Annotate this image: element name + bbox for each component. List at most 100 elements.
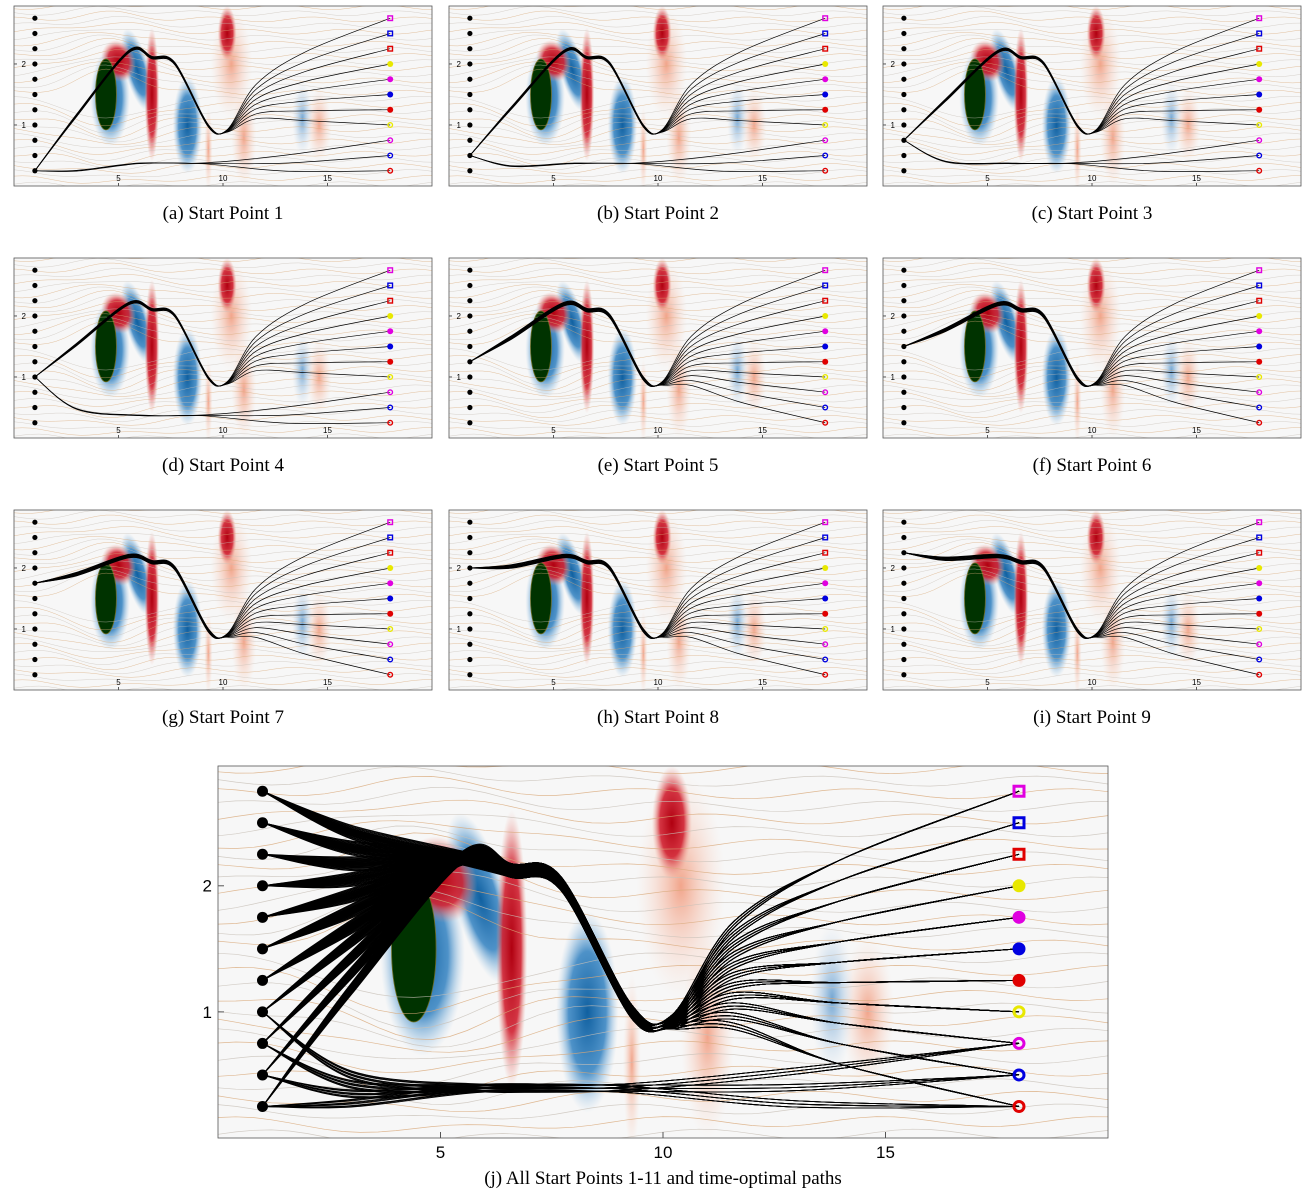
start-point [32,328,38,334]
target-marker [1256,91,1263,98]
streamline [883,281,1301,293]
target-marker [387,656,394,663]
streamline [883,542,1301,563]
obstacle [95,310,117,383]
optimal-path [262,1011,1020,1093]
target-marker [1256,328,1263,335]
streamline [883,600,1301,623]
start-point [901,672,907,678]
streamline [449,150,867,166]
streamline [883,102,1301,127]
x-tick-label: 10 [654,1143,673,1162]
streamline [14,16,432,29]
streamline [14,144,432,161]
start-point [32,76,38,82]
obstacle [530,562,552,635]
target-marker [387,91,394,98]
target-marker [822,358,829,365]
x-tick-label: 15 [323,174,332,183]
start-point [901,137,907,143]
target-marker [1256,297,1263,304]
target-marker [387,282,394,289]
streamline [883,560,1301,582]
vorticity [172,580,203,678]
streamline [883,34,1301,53]
streamline [449,313,867,336]
target-marker [1256,76,1263,83]
vorticity [579,27,595,162]
start-point [32,61,38,67]
streamline [14,378,432,397]
target-marker [1256,15,1263,22]
y-tick-label: 1 [22,373,27,382]
obstacle [964,562,986,635]
obstacle [964,310,986,383]
x-tick-label: 5 [985,426,990,435]
start-point [901,152,907,159]
target-marker [387,549,394,556]
target-marker [1012,973,1026,987]
optimal-path [34,521,391,639]
streamline [14,654,432,670]
target-marker [1012,1099,1026,1113]
streamline [883,553,1301,575]
start-point [901,359,907,365]
start-point [32,404,38,411]
start-point [901,46,907,52]
target-marker [387,595,394,602]
start-point [32,611,38,617]
plot-area [218,766,1108,1138]
target-marker [822,267,829,274]
streamline [14,606,432,631]
streamline [883,354,1301,379]
streamline [883,427,1301,436]
caption: (i) Start Point 9 [1033,707,1151,728]
streamline [883,290,1301,311]
streamline [883,308,1301,330]
start-point [901,519,907,525]
start-point [901,611,907,617]
target-marker [1012,1068,1026,1082]
target-marker [387,121,394,128]
start-point [32,267,38,273]
target-marker [822,419,829,426]
plot-area [449,510,867,690]
start-point [467,656,473,663]
streamline [883,61,1301,84]
target-marker [387,404,394,411]
target-marker [1256,152,1263,159]
target-marker [387,15,394,22]
streamline [449,6,867,16]
streamline [883,68,1301,96]
streamline [14,415,432,426]
start-point [257,880,268,892]
streamline [883,654,1301,670]
streamline [883,169,1301,178]
start-point [901,30,907,37]
target-marker [1256,373,1263,380]
start-point [901,298,907,304]
vorticity [607,76,638,174]
start-point [32,672,38,678]
vorticity [204,358,213,438]
start-point [32,641,38,647]
start-point [467,519,473,525]
streamline [883,520,1301,533]
streamline [883,42,1301,65]
streamline [14,6,432,16]
target-marker [822,580,829,587]
start-point [467,374,473,380]
start-point [901,107,907,113]
target-marker [822,595,829,602]
plot-area [14,258,432,438]
streamline [883,415,1301,426]
streamline [883,64,1301,90]
start-point [901,313,907,319]
y-tick-label: 1 [891,121,896,130]
vorticity [607,580,638,678]
target-marker [387,564,394,571]
optimal-path [262,790,1020,1025]
streamline [14,618,432,643]
streamline [449,642,867,659]
streamline [14,157,432,171]
